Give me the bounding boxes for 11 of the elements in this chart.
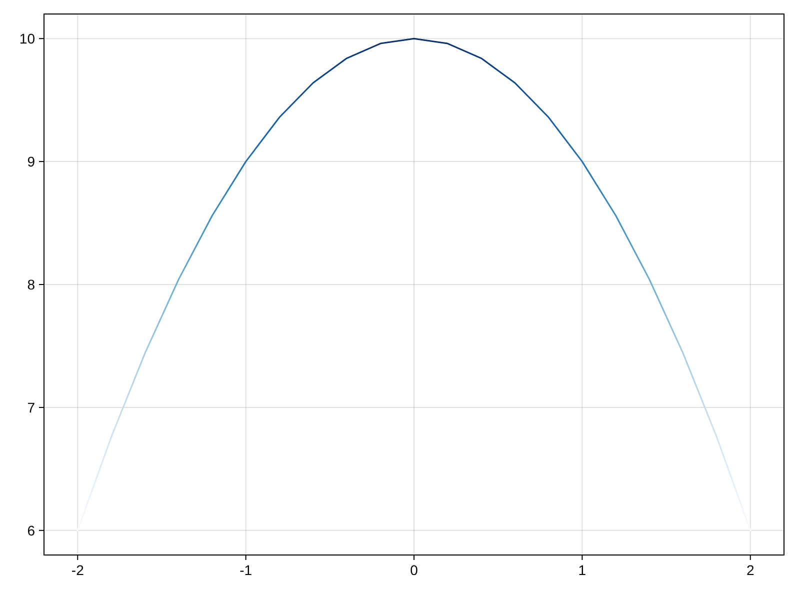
y-tick-label: 8 (27, 276, 36, 292)
x-tick-label: -2 (71, 562, 84, 578)
x-tick-label: 1 (578, 562, 586, 578)
y-tick-label: 7 (27, 399, 36, 416)
x-tick-label: 2 (746, 562, 754, 578)
y-tick-label: 10 (19, 30, 36, 46)
y-tick-label: 9 (27, 153, 36, 170)
y-tick-label: 6 (27, 522, 36, 538)
x-tick-label: 0 (410, 562, 418, 578)
line-series (76, 38, 752, 532)
x-tick-label: -1 (240, 562, 252, 578)
